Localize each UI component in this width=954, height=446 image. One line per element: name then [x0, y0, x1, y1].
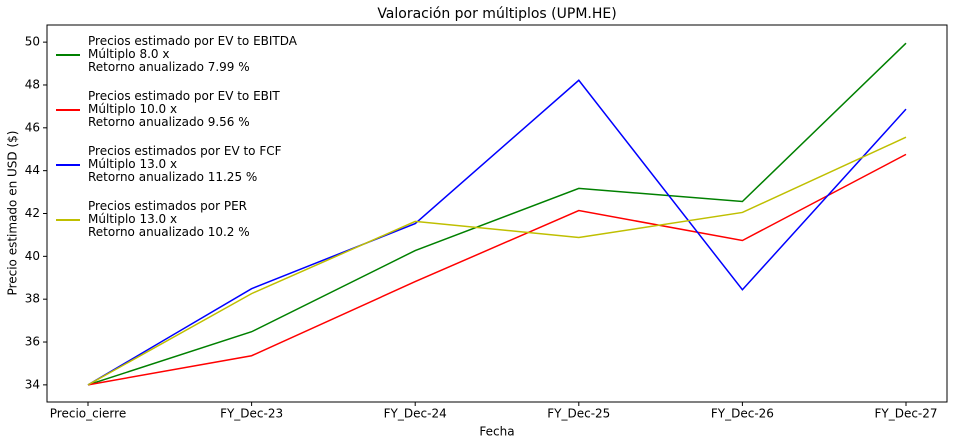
y-tick-label: 48	[25, 77, 40, 91]
legend-entry: Precios estimado por EV to EBIT Múltiplo…	[56, 90, 297, 129]
chart-title: Valoración por múltiplos (UPM.HE)	[377, 6, 616, 22]
legend-entry: Precios estimados por EV to FCF Múltiplo…	[56, 145, 297, 184]
legend-entry: Precios estimado por EV to EBITDA Múltip…	[56, 35, 297, 74]
x-axis-label: Fecha	[479, 425, 514, 439]
y-tick-label: 34	[25, 377, 40, 391]
series-line	[87, 153, 907, 386]
legend-label: Precios estimados por PER Múltiplo 13.0 …	[88, 199, 250, 239]
y-tick-label: 40	[25, 249, 40, 263]
legend-swatch	[56, 218, 80, 221]
x-tick-label: Precio_cierre	[50, 407, 126, 421]
legend-label: Precios estimados por EV to FCF Múltiplo…	[88, 144, 282, 184]
y-tick-label: 46	[25, 120, 40, 134]
legend-swatch	[56, 53, 80, 56]
y-axis-label: Precio estimado en USD ($)	[6, 131, 20, 296]
legend-entry: Precios estimados por PER Múltiplo 13.0 …	[56, 200, 297, 239]
y-tick-label: 50	[25, 35, 40, 49]
y-tick-label: 36	[25, 335, 40, 349]
legend: Precios estimado por EV to EBITDA Múltip…	[56, 35, 297, 255]
legend-label: Precios estimado por EV to EBIT Múltiplo…	[88, 89, 280, 129]
legend-label: Precios estimado por EV to EBITDA Múltip…	[88, 34, 298, 74]
series-line	[87, 136, 907, 386]
y-tick-label: 44	[25, 163, 40, 177]
x-tick-label: FY_Dec-26	[711, 407, 774, 421]
series-line	[87, 42, 907, 386]
x-tick-label: FY_Dec-23	[220, 407, 283, 421]
series-line	[87, 79, 907, 386]
y-tick-label: 38	[25, 292, 40, 306]
x-tick-label: FY_Dec-27	[874, 407, 937, 421]
x-tick-label: FY_Dec-25	[547, 407, 610, 421]
legend-swatch	[56, 108, 80, 111]
x-tick-label: FY_Dec-24	[384, 407, 447, 421]
legend-swatch	[56, 163, 80, 166]
y-tick-label: 42	[25, 206, 40, 220]
